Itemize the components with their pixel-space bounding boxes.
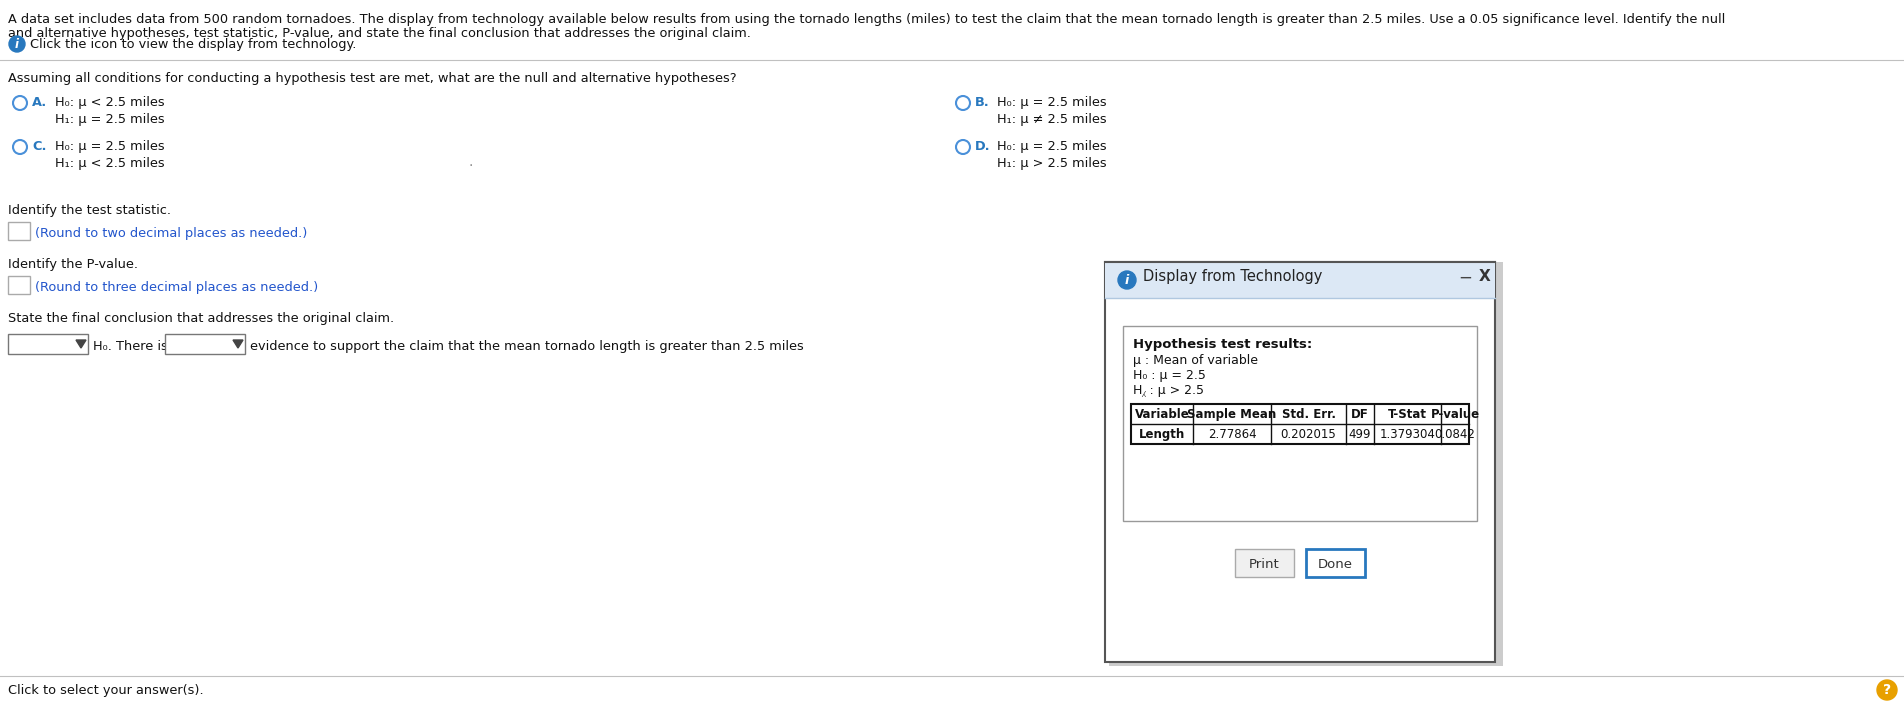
FancyBboxPatch shape bbox=[1306, 549, 1365, 577]
Text: .: . bbox=[468, 155, 472, 169]
FancyBboxPatch shape bbox=[1108, 262, 1502, 666]
Text: Hypothesis test results:: Hypothesis test results: bbox=[1133, 338, 1312, 351]
Text: 0.0842: 0.0842 bbox=[1434, 428, 1476, 441]
Text: DF: DF bbox=[1352, 408, 1369, 421]
Text: (Round to two decimal places as needed.): (Round to two decimal places as needed.) bbox=[34, 227, 307, 240]
Text: 1.379304: 1.379304 bbox=[1380, 428, 1436, 441]
Circle shape bbox=[10, 36, 25, 52]
Text: 499: 499 bbox=[1348, 428, 1371, 441]
FancyBboxPatch shape bbox=[8, 334, 88, 354]
FancyBboxPatch shape bbox=[8, 276, 30, 294]
FancyBboxPatch shape bbox=[1131, 404, 1470, 444]
Text: Identify the test statistic.: Identify the test statistic. bbox=[8, 204, 171, 217]
Text: Print: Print bbox=[1249, 558, 1279, 571]
Text: C.: C. bbox=[32, 140, 46, 153]
Text: i: i bbox=[1125, 273, 1129, 287]
FancyBboxPatch shape bbox=[1123, 326, 1478, 521]
FancyBboxPatch shape bbox=[1236, 549, 1295, 577]
Text: Display from Technology: Display from Technology bbox=[1142, 269, 1323, 284]
Text: State the final conclusion that addresses the original claim.: State the final conclusion that addresse… bbox=[8, 312, 394, 325]
Text: A.: A. bbox=[32, 96, 48, 109]
Text: Done: Done bbox=[1318, 558, 1354, 571]
Polygon shape bbox=[232, 340, 244, 348]
Polygon shape bbox=[76, 340, 86, 348]
Text: i: i bbox=[15, 37, 19, 50]
Text: H₀: μ = 2.5 miles: H₀: μ = 2.5 miles bbox=[998, 96, 1106, 109]
Text: H₁: μ ≠ 2.5 miles: H₁: μ ≠ 2.5 miles bbox=[998, 113, 1106, 126]
Circle shape bbox=[1118, 271, 1137, 289]
Text: H₀. There is: H₀. There is bbox=[93, 340, 168, 353]
Text: B.: B. bbox=[975, 96, 990, 109]
FancyBboxPatch shape bbox=[1104, 262, 1495, 298]
Text: H₀: μ < 2.5 miles: H₀: μ < 2.5 miles bbox=[55, 96, 164, 109]
Text: Length: Length bbox=[1139, 428, 1184, 441]
Text: Assuming all conditions for conducting a hypothesis test are met, what are the n: Assuming all conditions for conducting a… bbox=[8, 72, 737, 85]
Text: Identify the P-value.: Identify the P-value. bbox=[8, 258, 137, 271]
Text: H₀: μ = 2.5 miles: H₀: μ = 2.5 miles bbox=[998, 140, 1106, 153]
Text: H₁: μ < 2.5 miles: H₁: μ < 2.5 miles bbox=[55, 157, 164, 170]
FancyBboxPatch shape bbox=[1104, 262, 1495, 662]
Text: H₀ : μ = 2.5: H₀ : μ = 2.5 bbox=[1133, 369, 1205, 382]
Text: T-Stat: T-Stat bbox=[1388, 408, 1426, 421]
Text: Click to select your answer(s).: Click to select your answer(s). bbox=[8, 684, 204, 697]
Text: Click the icon to view the display from technology.: Click the icon to view the display from … bbox=[30, 38, 356, 51]
Text: A data set includes data from 500 random tornadoes. The display from technology : A data set includes data from 500 random… bbox=[8, 13, 1725, 26]
Text: H⁁ : μ > 2.5: H⁁ : μ > 2.5 bbox=[1133, 384, 1203, 397]
Circle shape bbox=[1877, 680, 1896, 700]
Text: 2.77864: 2.77864 bbox=[1207, 428, 1257, 441]
Text: and alternative hypotheses, test statistic, P-value, and state the final conclus: and alternative hypotheses, test statist… bbox=[8, 27, 750, 40]
Text: evidence to support the claim that the mean tornado length is greater than 2.5 m: evidence to support the claim that the m… bbox=[249, 340, 803, 353]
Text: D.: D. bbox=[975, 140, 990, 153]
FancyBboxPatch shape bbox=[8, 222, 30, 240]
Text: (Round to three decimal places as needed.): (Round to three decimal places as needed… bbox=[34, 281, 318, 294]
Text: Variable: Variable bbox=[1135, 408, 1190, 421]
Text: μ : Mean of variable: μ : Mean of variable bbox=[1133, 354, 1259, 367]
Text: ?: ? bbox=[1883, 683, 1891, 697]
Text: H₀: μ = 2.5 miles: H₀: μ = 2.5 miles bbox=[55, 140, 164, 153]
Text: 0.202015: 0.202015 bbox=[1281, 428, 1337, 441]
Text: P-value: P-value bbox=[1430, 408, 1479, 421]
Text: Sample Mean: Sample Mean bbox=[1188, 408, 1276, 421]
Text: H₁: μ = 2.5 miles: H₁: μ = 2.5 miles bbox=[55, 113, 164, 126]
Text: Std. Err.: Std. Err. bbox=[1281, 408, 1335, 421]
Text: X: X bbox=[1479, 269, 1491, 284]
FancyBboxPatch shape bbox=[166, 334, 246, 354]
Text: −: − bbox=[1458, 269, 1472, 287]
Text: H₁: μ > 2.5 miles: H₁: μ > 2.5 miles bbox=[998, 157, 1106, 170]
